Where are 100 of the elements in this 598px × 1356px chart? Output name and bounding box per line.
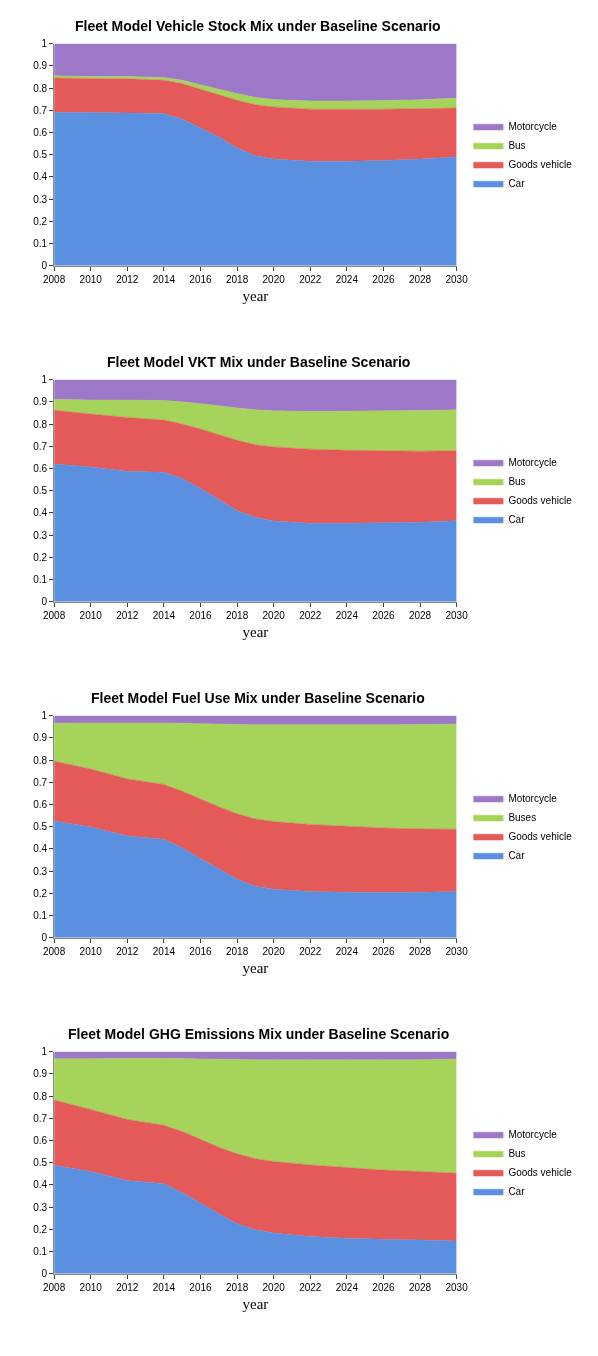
y-tick-label: 1: [41, 1046, 48, 1058]
y-tick-label: 0.9: [33, 732, 48, 744]
x-tick-label: 2012: [116, 609, 139, 621]
legend-label: Motorcycle: [508, 1129, 558, 1141]
legend-label: Car: [508, 850, 526, 862]
y-tick-label: 1: [41, 374, 48, 386]
y-tick-label: 0.8: [33, 418, 48, 430]
x-tick-label: 2008: [43, 273, 66, 285]
y-tick-label: 0.3: [33, 865, 48, 877]
y-tick-label: 0.6: [33, 798, 48, 810]
y-tick-label: 0: [41, 260, 48, 272]
chart-title: Fleet Model VKT Mix under Baseline Scenario: [107, 354, 411, 370]
x-tick-label: 2008: [43, 609, 66, 621]
y-tick-label: 0.2: [33, 1223, 48, 1235]
x-tick-label: 2030: [445, 609, 469, 621]
x-tick-label: 2022: [299, 609, 322, 621]
y-tick-label: 0.9: [33, 60, 48, 72]
chart-title: Fleet Model GHG Emissions Mix under Baseline Scenario: [68, 1026, 450, 1042]
x-tick-label: 2012: [116, 273, 139, 285]
legend-label: Goods vehicle: [508, 159, 573, 171]
x-tick-label: 2026: [372, 1281, 395, 1293]
x-tick-label: 2018: [225, 945, 249, 957]
x-tick-label: 2014: [152, 273, 176, 285]
y-tick-label: 0.3: [33, 529, 48, 541]
y-tick-label: 0.5: [33, 821, 48, 833]
legend-label: Car: [508, 1186, 526, 1198]
x-tick-label: 2020: [262, 273, 286, 285]
x-tick-label: 2024: [335, 609, 359, 621]
x-axis-title: year: [242, 1295, 269, 1312]
x-tick-label: 2030: [445, 1281, 469, 1293]
x-tick-label: 2024: [335, 1281, 359, 1293]
legend-label: Bus: [508, 476, 526, 488]
x-tick-label: 2014: [152, 1281, 176, 1293]
x-tick-label: 2030: [445, 945, 469, 957]
y-tick-label: 0.4: [33, 507, 48, 519]
x-tick-label: 2016: [189, 609, 213, 621]
x-tick-label: 2010: [79, 609, 103, 621]
x-tick-label: 2014: [152, 609, 176, 621]
x-tick-label: 2026: [372, 609, 395, 621]
y-tick-label: 0.7: [33, 104, 48, 116]
y-tick-label: 0.3: [33, 193, 48, 205]
x-tick-label: 2010: [79, 1281, 103, 1293]
x-tick-label: 2018: [225, 609, 249, 621]
y-tick-label: 0.2: [33, 551, 48, 563]
legend-label: Buses: [508, 812, 537, 824]
y-tick-label: 0.8: [33, 754, 48, 766]
y-tick-label: 0.5: [33, 485, 48, 497]
x-tick-label: 2012: [116, 1281, 139, 1293]
y-tick-label: 1: [41, 38, 48, 50]
y-tick-label: 0: [41, 932, 48, 944]
y-tick-label: 0: [41, 596, 48, 608]
legend-label: Motorcycle: [508, 121, 558, 133]
x-tick-label: 2010: [79, 945, 103, 957]
x-tick-label: 2028: [408, 273, 432, 285]
x-tick-label: 2020: [262, 1281, 286, 1293]
x-tick-label: 2010: [79, 273, 103, 285]
legend-label: Car: [508, 514, 526, 526]
y-tick-label: 0.8: [33, 1090, 48, 1102]
y-tick-label: 0.5: [33, 1157, 48, 1169]
x-tick-label: 2028: [408, 1281, 432, 1293]
x-tick-label: 2008: [43, 1281, 66, 1293]
x-axis-title: year: [242, 959, 269, 976]
y-tick-label: 0.4: [33, 171, 48, 183]
legend-label: Bus: [508, 140, 526, 152]
y-tick-label: 1: [41, 710, 48, 722]
legend-label: Goods vehicle: [508, 495, 573, 507]
y-tick-label: 0.1: [33, 1245, 48, 1257]
y-tick-label: 0.3: [33, 1201, 48, 1213]
x-tick-label: 2018: [225, 273, 249, 285]
x-tick-label: 2020: [262, 945, 286, 957]
x-tick-label: 2016: [189, 273, 213, 285]
x-tick-label: 2022: [299, 945, 322, 957]
x-tick-label: 2026: [372, 945, 395, 957]
x-tick-label: 2016: [189, 1281, 213, 1293]
y-tick-label: 0.2: [33, 215, 48, 227]
x-tick-label: 2016: [189, 945, 213, 957]
y-tick-label: 0.2: [33, 887, 48, 899]
x-tick-label: 2024: [335, 273, 359, 285]
y-tick-label: 0.4: [33, 1179, 48, 1191]
x-tick-label: 2030: [445, 273, 469, 285]
x-axis-title: year: [242, 287, 269, 304]
y-tick-label: 0.1: [33, 909, 48, 921]
legend-label: Goods vehicle: [508, 831, 573, 843]
x-tick-label: 2020: [262, 609, 286, 621]
x-tick-label: 2022: [299, 1281, 322, 1293]
x-tick-label: 2008: [43, 945, 66, 957]
legend-label: Motorcycle: [508, 793, 558, 805]
y-tick-label: 0.9: [33, 1068, 48, 1080]
y-tick-label: 0.6: [33, 1134, 48, 1146]
x-tick-label: 2028: [408, 945, 432, 957]
x-tick-label: 2012: [116, 945, 139, 957]
x-tick-label: 2028: [408, 609, 432, 621]
y-tick-label: 0.4: [33, 843, 48, 855]
y-tick-label: 0.1: [33, 573, 48, 585]
y-tick-label: 0.6: [33, 462, 48, 474]
y-tick-label: 0.7: [33, 776, 48, 788]
x-tick-label: 2018: [225, 1281, 249, 1293]
y-tick-label: 0.7: [33, 1112, 48, 1124]
x-axis-title: year: [242, 623, 269, 640]
legend-label: Motorcycle: [508, 457, 558, 469]
